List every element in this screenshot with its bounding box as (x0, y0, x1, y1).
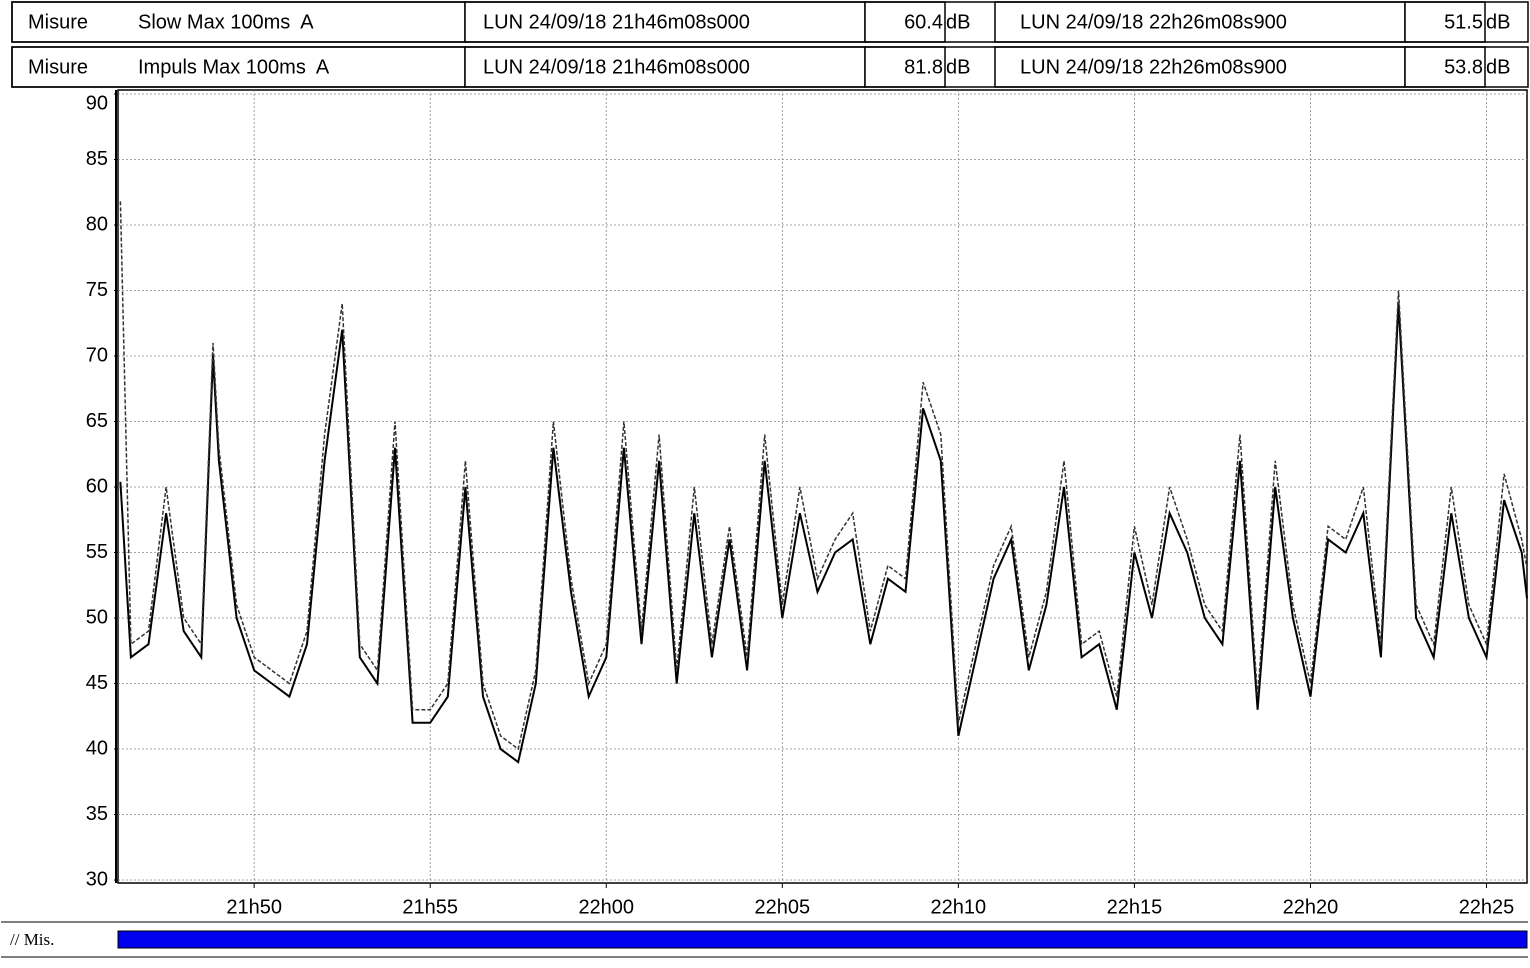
header-measure: Impuls Max 100ms A (138, 56, 330, 78)
y-tick-label: 40 (86, 737, 108, 759)
y-tick-label: 50 (86, 606, 108, 628)
header-end-value: 53.8 (1444, 56, 1483, 78)
plot-area (117, 89, 1528, 884)
header-end-time: LUN 24/09/18 22h26m08s900 (1020, 11, 1287, 33)
header-end-value: 51.5 (1444, 11, 1483, 33)
x-tick-label: 21h50 (226, 896, 282, 918)
footer-label: // Mis. (10, 930, 54, 949)
header-start-value: 60.4 (904, 11, 943, 33)
x-tick-label: 22h25 (1459, 896, 1515, 918)
y-tick-label: 70 (86, 344, 108, 366)
header-measure: Slow Max 100ms A (138, 11, 314, 33)
header-cell (464, 46, 866, 88)
header-end-unit: dB (1486, 11, 1510, 33)
y-tick-label: 65 (86, 410, 108, 432)
header-prefix: Misure (28, 11, 88, 33)
header-prefix: Misure (28, 56, 88, 78)
header-start-value: 81.8 (904, 56, 943, 78)
y-tick-label: 30 (86, 868, 108, 890)
header-cell (11, 1, 466, 43)
range-bar (117, 930, 1528, 949)
x-tick-label: 21h55 (402, 896, 458, 918)
header-frame (11, 1, 1529, 43)
y-tick-label: 80 (86, 213, 108, 235)
y-tick-label: 60 (86, 475, 108, 497)
x-tick-label: 22h10 (931, 896, 987, 918)
header-start-unit: dB (946, 56, 970, 78)
y-tick-label: 75 (86, 279, 108, 301)
x-tick-label: 22h05 (754, 896, 810, 918)
y-tick-label: 85 (86, 148, 108, 170)
header-start-time: LUN 24/09/18 21h46m08s000 (483, 11, 750, 33)
header-frame (11, 46, 1529, 88)
y-tick-label: 35 (86, 803, 108, 825)
x-tick-label: 22h15 (1107, 896, 1163, 918)
x-tick-label: 22h00 (578, 896, 634, 918)
y-tick-label: 45 (86, 672, 108, 694)
header-cell (1404, 46, 1486, 88)
header-cell (994, 46, 1406, 88)
series-line (119, 201, 1528, 751)
x-tick-label: 22h20 (1283, 896, 1339, 918)
y-tick-label: 90 (86, 92, 108, 114)
header-end-unit: dB (1486, 56, 1510, 78)
series-line (119, 303, 1528, 764)
header-start-time: LUN 24/09/18 21h46m08s000 (483, 56, 750, 78)
y-tick-label: 55 (86, 541, 108, 563)
header-start-unit: dB (946, 11, 970, 33)
header-end-time: LUN 24/09/18 22h26m08s900 (1020, 56, 1287, 78)
header-cell (864, 1, 946, 43)
